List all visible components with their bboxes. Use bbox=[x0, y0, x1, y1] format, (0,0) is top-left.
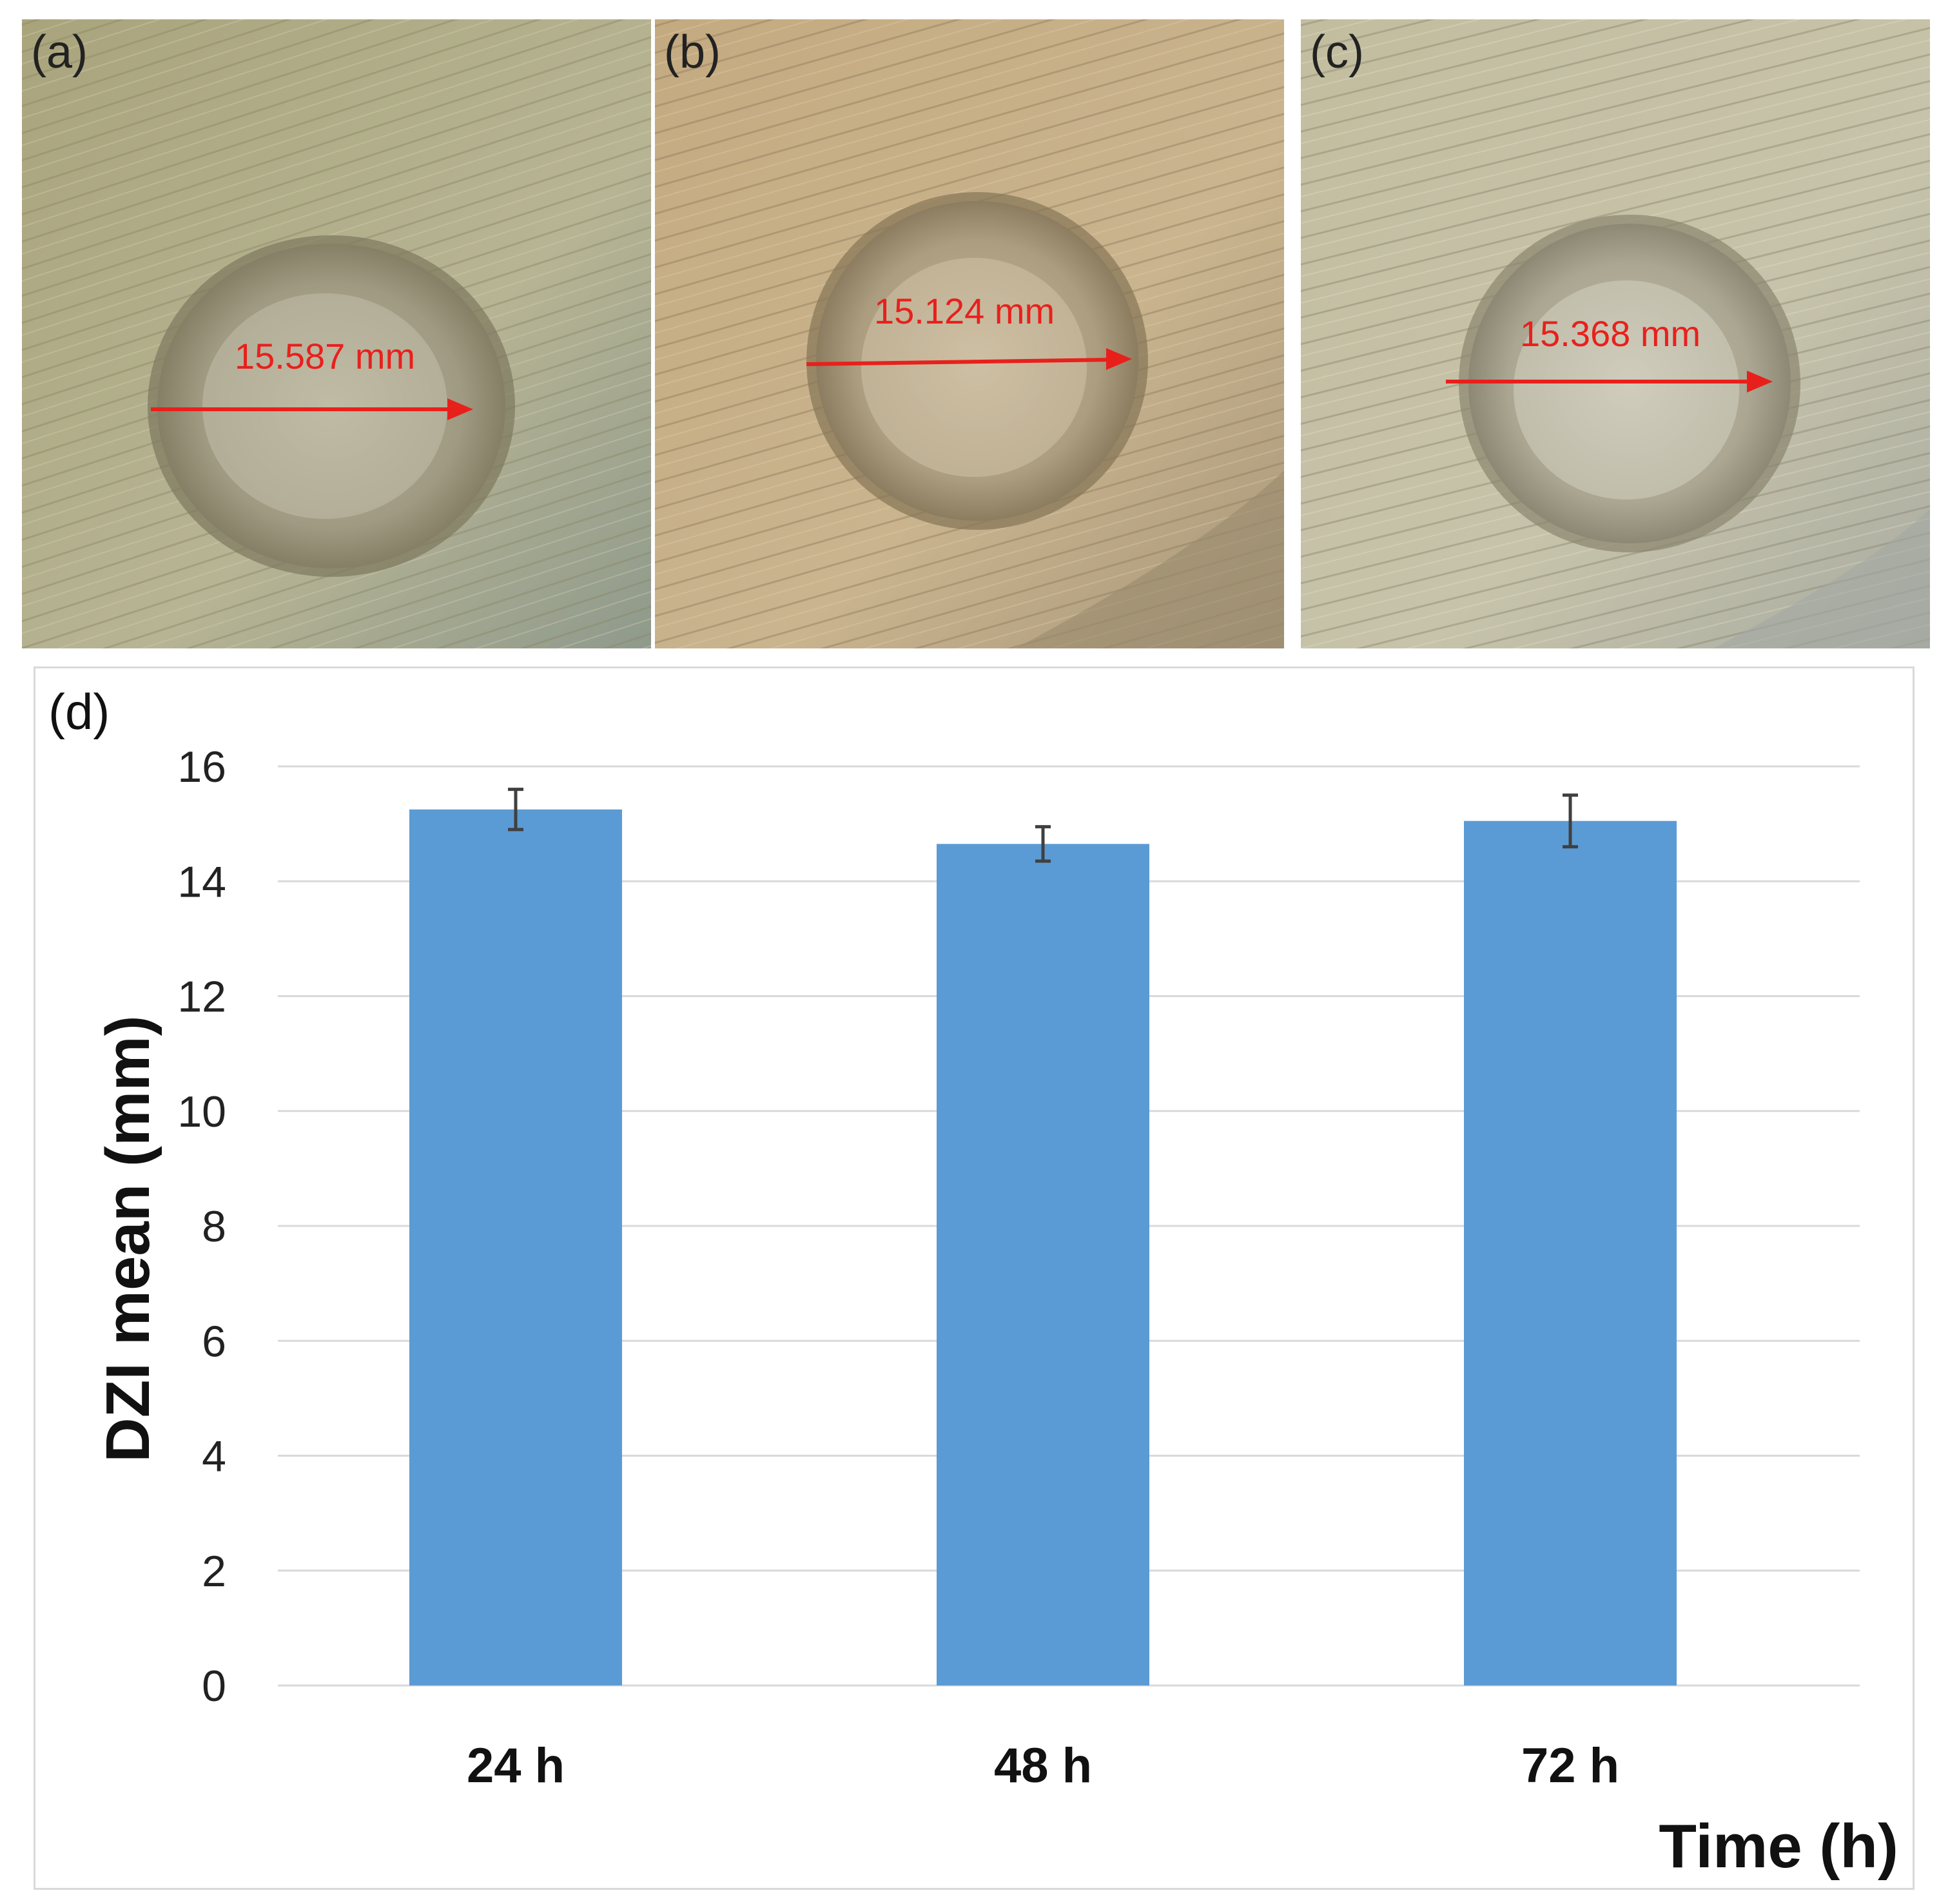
x-tick-label: 48 h bbox=[994, 1738, 1092, 1793]
x-axis-title: Time (h) bbox=[1659, 1812, 1898, 1881]
inhibition-zone-photo-a bbox=[22, 19, 651, 648]
inhibition-zone-photo-c bbox=[1301, 19, 1930, 648]
photo-panel-a: (a) 15.587 mm bbox=[22, 19, 651, 648]
chart-panel-label: (d) bbox=[48, 683, 110, 740]
x-tick-label: 72 h bbox=[1521, 1738, 1619, 1793]
measurement-arrow-b bbox=[806, 358, 1113, 366]
y-tick-label: 10 bbox=[177, 1087, 226, 1136]
arrow-head-icon bbox=[447, 398, 473, 420]
panel-label-b: (b) bbox=[664, 26, 721, 78]
y-tick-label: 4 bbox=[202, 1432, 226, 1481]
inhibition-zone-photo-b bbox=[655, 19, 1284, 648]
y-tick-label: 8 bbox=[202, 1202, 226, 1251]
photo-panel-b: (b) 15.124 mm bbox=[655, 19, 1284, 648]
measurement-label-b: 15.124 mm bbox=[874, 291, 1055, 331]
bar bbox=[937, 844, 1149, 1685]
arrow-head-icon bbox=[1106, 348, 1132, 370]
y-tick-label: 6 bbox=[202, 1317, 226, 1366]
photo-panel-c: (c) 15.368 mm bbox=[1301, 19, 1930, 648]
bar bbox=[1464, 821, 1677, 1685]
measurement-label-c: 15.368 mm bbox=[1520, 313, 1701, 354]
measurement-label-a: 15.587 mm bbox=[235, 336, 416, 376]
bar-chart: 0 2 4 6 8 10 12 14 16 24 h 48 h 72 h DZI mean (mm) Ti… bbox=[93, 743, 1898, 1881]
y-tick-label: 12 bbox=[177, 973, 226, 1022]
y-tick-label: 14 bbox=[177, 857, 226, 906]
chart-panel: 0 2 4 6 8 10 12 14 16 24 h 48 h 72 h DZI mean (mm) Ti… bbox=[34, 666, 1915, 1890]
y-tick-label: 2 bbox=[202, 1547, 226, 1596]
y-tick-label: 0 bbox=[202, 1662, 226, 1711]
panel-label-c: (c) bbox=[1310, 26, 1364, 78]
bar bbox=[409, 809, 622, 1685]
panel-label-a: (a) bbox=[31, 26, 88, 78]
y-axis-title: DZI mean (mm) bbox=[93, 1015, 162, 1462]
arrow-head-icon bbox=[1747, 371, 1773, 393]
y-tick-label: 16 bbox=[177, 743, 226, 792]
x-tick-label: 24 h bbox=[467, 1738, 565, 1793]
